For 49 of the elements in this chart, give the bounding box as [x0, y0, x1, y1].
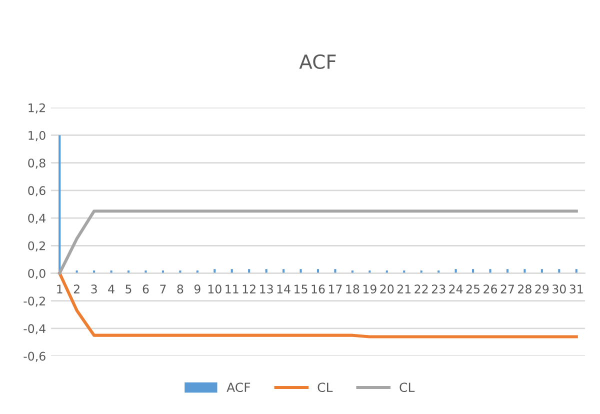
legend-label: ACF: [226, 382, 250, 392]
y-tick-label: 0,8: [28, 158, 46, 169]
bar: [300, 269, 302, 274]
x-tick-label: 13: [260, 284, 273, 294]
x-tick-label: 7: [160, 284, 166, 294]
bar: [489, 269, 492, 274]
x-tick-label: 4: [108, 284, 114, 294]
y-tick-label: 0,2: [28, 241, 45, 252]
x-tick-label: 23: [432, 284, 446, 294]
bar: [334, 269, 336, 274]
y-tick-label: -0,6: [24, 352, 46, 362]
x-tick-label: 24: [449, 284, 463, 294]
x-tick-label: 20: [380, 284, 394, 294]
x-tick-label: 28: [518, 284, 532, 294]
x-tick-label: 25: [466, 284, 480, 294]
x-tick-label: 29: [535, 284, 549, 294]
bar: [58, 135, 61, 274]
x-tick-label: 17: [329, 284, 342, 294]
x-tick-label: 15: [294, 284, 308, 294]
y-tick-label: 1,2: [28, 103, 45, 114]
x-tick-label: 31: [570, 284, 583, 294]
x-tick-label: 9: [194, 284, 200, 294]
chart-title: ACF: [299, 54, 336, 70]
x-tick-label: 30: [552, 284, 566, 294]
y-tick-label: 1,0: [28, 130, 46, 142]
legend-label: CL: [400, 382, 415, 392]
y-tick-label: -0,2: [24, 296, 45, 307]
x-tick-label: 6: [142, 284, 149, 294]
y-tick-label: 0,4: [28, 214, 46, 224]
x-tick-label: 26: [484, 284, 498, 294]
x-tick-label: 2: [74, 284, 80, 294]
x-tick-label: 5: [126, 284, 132, 294]
y-tick-label: 0,6: [28, 186, 46, 196]
x-tick-label: 14: [277, 284, 290, 294]
x-tick-label: 22: [414, 284, 428, 294]
x-tick-label: 19: [363, 284, 376, 294]
x-tick-label: 18: [346, 284, 360, 294]
y-tick-label: 0,0: [28, 268, 46, 280]
x-tick-label: 11: [226, 284, 238, 294]
x-tick-label: 16: [312, 284, 325, 294]
legend-label: CL: [318, 382, 333, 392]
x-tick-label: 3: [91, 284, 97, 294]
y-tick-label: -0,4: [24, 324, 46, 334]
x-tick-label: 1: [57, 284, 62, 294]
x-tick-label: 21: [397, 284, 411, 294]
x-tick-label: 10: [208, 284, 222, 294]
x-tick-label: 8: [177, 284, 184, 294]
x-tick-label: 27: [500, 284, 514, 294]
x-tick-label: 12: [242, 284, 256, 294]
